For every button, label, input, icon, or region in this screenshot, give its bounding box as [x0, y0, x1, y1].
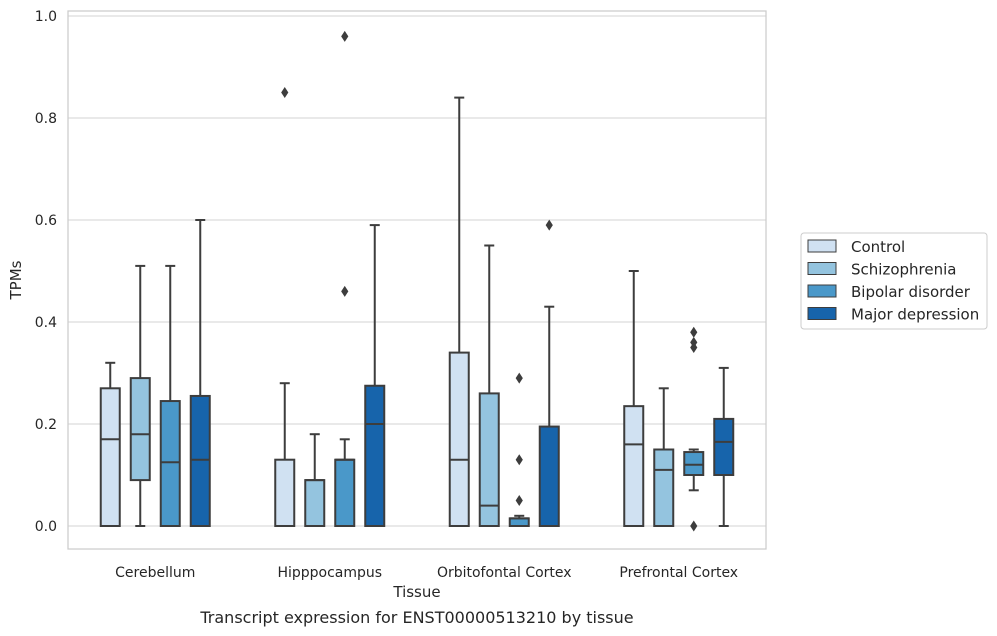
box-body	[683, 451, 705, 476]
y-tick-label: 0.0	[35, 519, 57, 535]
box-body	[508, 517, 530, 527]
outlier-point	[515, 372, 523, 384]
x-tick-label: Cerebellum	[115, 565, 195, 581]
outlier-point	[690, 326, 698, 338]
box-4-2	[364, 224, 386, 527]
box-body	[478, 392, 500, 527]
y-tick-label: 0.4	[35, 315, 57, 331]
box-3-2	[334, 30, 356, 528]
box-3-1	[159, 264, 181, 527]
legend-entry-label: Control	[851, 238, 905, 256]
x-axis-label: Tissue	[392, 583, 440, 601]
gridlines	[68, 15, 766, 527]
box-1-1	[99, 361, 121, 527]
box-body	[623, 405, 645, 527]
outlier-point	[515, 495, 523, 506]
box-body	[274, 458, 296, 528]
plot-area-frame	[67, 10, 767, 550]
box-groups	[99, 30, 735, 532]
legend-swatch	[807, 262, 837, 275]
box-body	[653, 448, 675, 527]
legend-frame	[800, 232, 988, 330]
y-tick-labels: 0.0 0.2 0.4 0.6 0.8 1.0	[35, 9, 57, 535]
legend-swatch	[807, 284, 837, 298]
box-2-1	[129, 264, 151, 527]
y-tick-label: 0.8	[35, 111, 57, 127]
x-tick-labels: Cerebellum Hipppocampus Orbitofontal Corte…	[115, 565, 738, 581]
box-body	[99, 387, 121, 527]
outlier-point	[281, 87, 289, 98]
outlier-point	[341, 30, 349, 42]
box-4-1	[189, 219, 211, 528]
outlier-point	[341, 285, 349, 297]
box-1-4	[623, 270, 645, 527]
box-1-2	[274, 87, 296, 528]
box-body	[334, 458, 356, 528]
y-tick-label: 0.2	[35, 417, 57, 433]
box-1-3	[448, 96, 470, 527]
box-body	[159, 400, 181, 527]
y-tick-label: 0.6	[35, 213, 57, 229]
y-tick-label: 1.0	[35, 9, 57, 25]
legend-entry-label: Schizophrenia	[851, 261, 956, 279]
box-2-2	[304, 433, 326, 528]
x-tick-label: Prefrontal Cortex	[619, 565, 738, 581]
legend-entry-label: Bipolar disorder	[851, 283, 971, 301]
outlier-point	[690, 336, 698, 348]
x-tick-label: Hipppocampus	[277, 565, 382, 581]
chart-caption: Transcript expression for ENST0000051321…	[199, 608, 633, 627]
y-axis-label: TPMs	[7, 260, 25, 300]
box-body	[189, 394, 211, 528]
box-2-4	[653, 387, 675, 527]
box-body	[304, 479, 326, 528]
legend-swatch	[807, 239, 837, 253]
box-body	[713, 417, 735, 476]
box-body	[538, 425, 560, 527]
box-3-3	[508, 372, 530, 527]
legend: Control Schizophrenia Bipolar disorder Majo…	[800, 232, 988, 330]
box-2-3	[478, 244, 500, 527]
outlier-point	[545, 219, 553, 231]
outlier-point	[515, 454, 523, 466]
legend-entry-label: Major depression	[851, 306, 979, 324]
box-4-4	[713, 366, 735, 527]
outlier-point	[690, 520, 698, 532]
box-body	[129, 377, 151, 482]
legend-swatch	[807, 307, 837, 320]
x-tick-label: Orbitofontal Cortex	[437, 565, 572, 581]
box-body	[364, 384, 386, 527]
box-4-3	[538, 219, 560, 527]
box-3-4	[683, 326, 705, 532]
box-body	[448, 351, 470, 527]
